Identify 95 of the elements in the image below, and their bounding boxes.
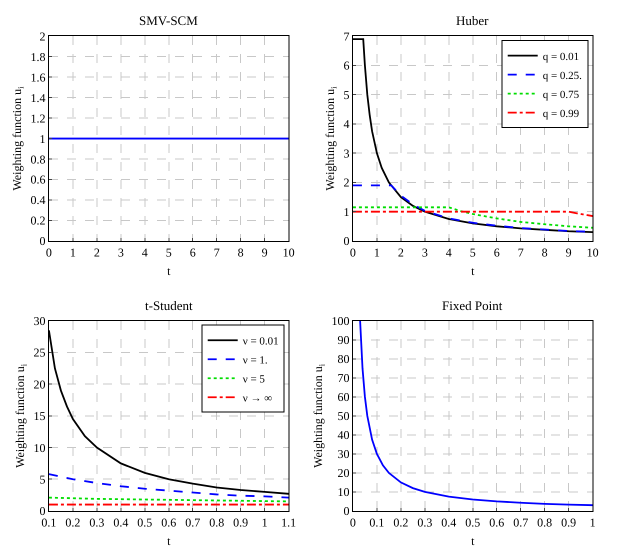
y-tick-label: 0 [40, 234, 46, 248]
x-tick-label: 0.7 [185, 515, 200, 530]
legend-label: q = 0.25. [542, 70, 582, 82]
y-tick-label: 20 [34, 377, 46, 392]
y-tick-label: 0.4 [30, 193, 46, 208]
y-tick-label: 25 [34, 346, 46, 360]
y-tick-label: 1.2 [30, 111, 46, 126]
y-tick-label: 0 [344, 234, 350, 248]
y-tick-label: 1.4 [30, 90, 46, 105]
x-tick-label: 9 [262, 245, 268, 260]
y-tick-label: 2 [40, 29, 46, 44]
x-tick-label: 9 [566, 245, 572, 260]
y-tick-label: 0.8 [30, 152, 46, 166]
y-tick-label: 1 [40, 132, 46, 146]
x-tick-label: 2 [94, 245, 100, 260]
x-tick-label: 6 [190, 245, 196, 260]
legend-label: q = 0.01 [542, 50, 580, 63]
x-tick-label: 1 [590, 515, 596, 530]
y-tick-label: 10 [338, 485, 350, 500]
x-tick-label: 7 [518, 245, 524, 260]
x-tick-label: 0.6 [161, 515, 176, 530]
y-tick-label: 15 [34, 409, 46, 424]
x-tick-label: 6 [494, 245, 500, 260]
x-axis-title: t [471, 264, 476, 278]
x-axis-title: t [167, 534, 172, 548]
x-tick-label: 1 [374, 245, 380, 260]
line-series [352, 206, 593, 229]
y-tick-label: 5 [344, 88, 350, 102]
x-tick-label: 8 [238, 245, 244, 260]
y-tick-label: 4 [344, 117, 350, 132]
x-tick-label: 0.4 [441, 515, 456, 530]
y-tick-label: 6 [344, 58, 350, 73]
x-tick-label: 0.7 [513, 515, 528, 530]
x-tick-label: 0.9 [561, 515, 576, 530]
y-tick-label: 0 [344, 504, 350, 518]
legend-label: ν = 5 [242, 374, 266, 386]
y-tick-label: 60 [338, 390, 350, 404]
legend-label: q = 0.75 [542, 88, 580, 101]
chart-title: t-Student [145, 298, 194, 313]
x-tick-label: 1 [70, 245, 76, 260]
x-tick-label: 0.5 [465, 515, 480, 530]
x-tick-label: 1 [262, 515, 268, 530]
y-tick-label: 0.2 [30, 214, 46, 228]
x-tick-label: 0.3 [89, 515, 104, 530]
x-tick-label: 3 [118, 245, 124, 260]
x-tick-label: 4 [142, 245, 148, 260]
x-tick-label: 7 [214, 245, 220, 260]
y-tick-label: 30 [34, 314, 46, 328]
y-tick-label: 20 [338, 466, 350, 480]
x-tick-label: 5 [470, 245, 476, 260]
line-series [48, 473, 289, 499]
y-tick-label: 3 [344, 146, 350, 160]
x-axis-title: t [471, 534, 476, 548]
y-tick-label: 1.6 [30, 70, 46, 84]
x-tick-label: 5 [166, 245, 172, 260]
x-tick-label: 1.1 [281, 515, 296, 530]
y-tick-label: 50 [338, 409, 350, 424]
x-tick-label: 3 [422, 245, 428, 260]
x-tick-label: 2 [398, 245, 404, 260]
legend-label: ν = 0.01 [242, 336, 279, 348]
x-tick-label: 0.5 [137, 515, 152, 530]
y-tick-label: 80 [338, 352, 350, 366]
y-tick-label: 30 [338, 447, 350, 462]
x-tick-label: 0.4 [113, 515, 128, 530]
y-tick-label: 5 [40, 472, 46, 486]
y-tick-label: 70 [338, 371, 350, 386]
y-tick-label: 40 [338, 428, 350, 442]
x-tick-label: 0.2 [65, 515, 80, 530]
line-series [359, 320, 593, 506]
y-tick-label: 2 [344, 176, 350, 190]
x-tick-label: 0.3 [417, 515, 432, 530]
y-tick-label: 0.6 [30, 172, 46, 187]
x-axis-title: t [167, 264, 172, 278]
y-tick-label: 100 [332, 314, 350, 328]
legend-label: q = 0.99 [542, 108, 580, 120]
legend-label: ν = 1. [242, 354, 268, 367]
x-tick-label: 0.8 [537, 515, 552, 530]
y-tick-label: 90 [338, 333, 350, 348]
chart-title: Huber [456, 13, 490, 28]
x-tick-label: 0.2 [393, 515, 408, 530]
y-tick-label: 1 [344, 204, 350, 219]
chart-title: Fixed Point [442, 298, 503, 313]
x-tick-label: 0.6 [489, 515, 504, 530]
x-tick-label: 4 [446, 245, 452, 260]
x-tick-label: 0.1 [369, 515, 384, 530]
x-tick-label: 0.8 [209, 515, 224, 530]
y-tick-label: 7 [344, 29, 350, 44]
x-tick-label: 10 [282, 245, 295, 260]
x-tick-label: 8 [542, 245, 548, 260]
chart-title: SMV-SCM [139, 13, 198, 28]
y-tick-label: 1.8 [30, 50, 46, 64]
x-tick-label: 0.9 [233, 515, 248, 530]
y-tick-label: 10 [34, 440, 46, 455]
x-tick-label: 10 [586, 245, 599, 260]
legend-label: ν → ∞ [242, 392, 272, 405]
